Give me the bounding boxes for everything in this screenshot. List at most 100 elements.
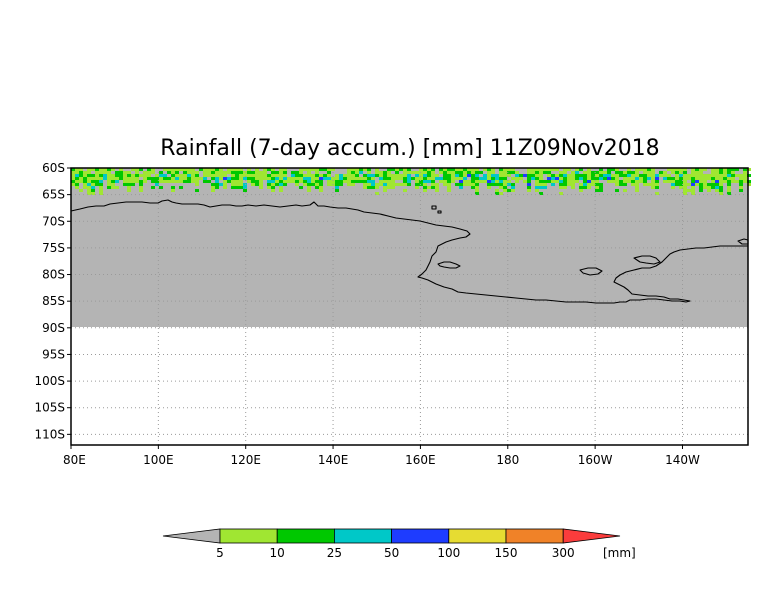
rain-cell [119, 177, 123, 180]
rain-cell [159, 174, 163, 177]
rain-cell [179, 186, 183, 189]
colorbar-label: 5 [216, 546, 224, 560]
rain-cell [187, 174, 191, 177]
rain-cell [91, 183, 95, 186]
rain-cell [707, 189, 711, 192]
colorbar-right-arrow [562, 528, 621, 544]
rain-cell [363, 180, 367, 183]
rain-cell [707, 186, 711, 189]
latitude-axis: 60S 65S 70S 75S 80S 85S 90S 95S 100S 105S 110S [34, 161, 71, 441]
rain-cell [443, 177, 447, 180]
rain-cell [495, 189, 499, 192]
rain-cell [407, 183, 411, 186]
colorbar-labels: 5 10 25 50 100 150 300 [216, 546, 574, 560]
rain-cell [739, 183, 743, 186]
rain-cell [671, 168, 675, 171]
rain-cell [579, 186, 583, 189]
rain-cell [527, 174, 531, 177]
rain-cell [475, 168, 479, 171]
rain-cell [463, 171, 467, 174]
rain-cell [219, 174, 223, 177]
rain-cell [683, 192, 687, 195]
rain-cell [675, 168, 679, 171]
rain-cell [191, 171, 195, 174]
rain-cell [207, 168, 211, 171]
coastline-islet [431, 205, 437, 210]
rain-cell [471, 168, 475, 171]
rain-cell [255, 174, 259, 177]
rain-cell [295, 174, 299, 177]
rain-cell [79, 174, 83, 177]
rain-cell [471, 177, 475, 180]
rain-cell [243, 171, 247, 174]
rain-cell [107, 177, 111, 180]
rain-cell [71, 168, 75, 171]
rain-cell [131, 168, 135, 171]
rain-cell [707, 174, 711, 177]
rain-cell [383, 174, 387, 177]
rain-cell [359, 177, 363, 180]
rain-cell [139, 186, 143, 189]
rain-cell [243, 183, 247, 186]
rain-cell [587, 183, 591, 186]
rain-cell [623, 174, 627, 177]
lon-tick-label: 160W [578, 453, 613, 467]
rain-cell [427, 180, 431, 183]
rain-cell [447, 180, 451, 183]
rain-cell [735, 174, 739, 177]
rain-cell [147, 177, 151, 180]
rain-cell [667, 177, 671, 180]
lon-tick-label: 100E [143, 453, 174, 467]
rain-cell [439, 180, 443, 183]
rain-cell [423, 180, 427, 183]
rain-cell [271, 171, 275, 174]
rain-cell [715, 189, 719, 192]
rain-cell [271, 183, 275, 186]
rain-cell [459, 171, 463, 174]
rain-cell [575, 180, 579, 183]
rain-cell [415, 183, 419, 186]
rain-cell [503, 183, 507, 186]
rain-cell [491, 180, 495, 183]
rain-cell [379, 171, 383, 174]
rain-cell [231, 177, 235, 180]
rain-cell [547, 180, 551, 183]
rain-cell [583, 171, 587, 174]
rain-cell [351, 177, 355, 180]
rain-cell [351, 174, 355, 177]
rain-cell [255, 177, 259, 180]
rain-cell [347, 177, 351, 180]
rain-cell [139, 174, 143, 177]
rain-cell [567, 183, 571, 186]
rain-cell [671, 171, 675, 174]
rain-cell [91, 180, 95, 183]
rain-cell [119, 168, 123, 171]
rain-cell [487, 171, 491, 174]
rain-cell [99, 174, 103, 177]
rain-cell [431, 168, 435, 171]
rain-cell [311, 180, 315, 183]
rain-cell [403, 171, 407, 174]
rain-cell [731, 174, 735, 177]
rain-cell [203, 171, 207, 174]
rain-cell [747, 183, 751, 186]
rain-cell [179, 168, 183, 171]
rain-cell [459, 174, 463, 177]
rain-cell [499, 168, 503, 171]
rain-cell [563, 180, 567, 183]
rain-cell [643, 180, 647, 183]
rain-cell [203, 174, 207, 177]
rain-cell [507, 174, 511, 177]
rain-cell [695, 174, 699, 177]
rain-cell [263, 168, 267, 171]
map-plot-area [70, 167, 751, 446]
rain-cell [315, 186, 319, 189]
rain-cell [247, 171, 251, 174]
rain-cell [403, 168, 407, 171]
rain-cell [87, 180, 91, 183]
rain-cell [419, 177, 423, 180]
rain-cell [375, 186, 379, 189]
rain-cell [495, 177, 499, 180]
rain-cell [279, 177, 283, 180]
rain-cell [339, 174, 343, 177]
